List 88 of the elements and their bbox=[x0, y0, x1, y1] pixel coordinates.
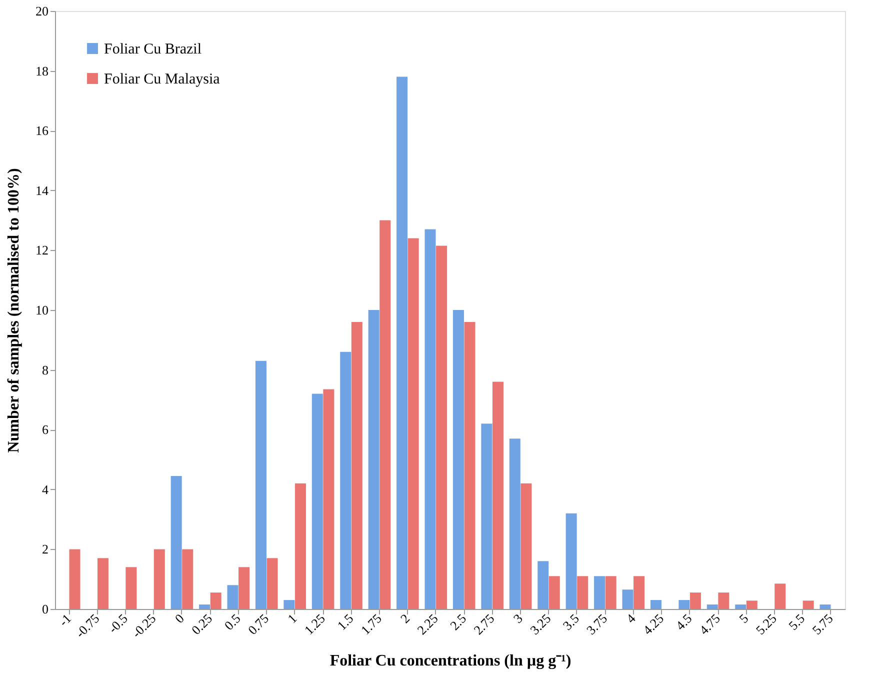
x-tick-label: 2 bbox=[397, 610, 413, 626]
x-tick-label: 4.5 bbox=[672, 610, 695, 633]
bar bbox=[436, 246, 448, 609]
x-tick-label: 1.25 bbox=[301, 610, 328, 638]
x-tick-label: 5.5 bbox=[786, 610, 808, 633]
bar bbox=[154, 549, 165, 609]
y-axis-title: Number of samples (normalised to 100%) bbox=[6, 168, 22, 453]
x-tick-label: 5 bbox=[736, 610, 752, 626]
bar bbox=[199, 604, 210, 609]
x-tick-label: 4.75 bbox=[696, 610, 723, 638]
bar bbox=[746, 600, 758, 609]
x-tick-label: 4 bbox=[623, 610, 639, 626]
bar bbox=[182, 549, 194, 609]
bar bbox=[594, 576, 606, 609]
legend-label: Foliar Cu Malaysia bbox=[104, 72, 220, 88]
y-tick-label: 20 bbox=[36, 4, 48, 18]
bar bbox=[650, 600, 662, 609]
bar bbox=[690, 592, 701, 609]
bar bbox=[577, 576, 588, 609]
bar bbox=[718, 592, 730, 609]
bar bbox=[622, 590, 634, 609]
x-tick-label: 2.5 bbox=[446, 610, 470, 633]
x-tick-label: 3.5 bbox=[560, 610, 582, 633]
bar bbox=[566, 513, 577, 609]
bar bbox=[492, 382, 504, 609]
bar bbox=[126, 567, 137, 609]
x-tick-label: -1 bbox=[56, 610, 74, 630]
bar bbox=[548, 576, 560, 609]
x-tick-label: 0 bbox=[172, 610, 187, 626]
x-tick-label: 3.25 bbox=[527, 610, 554, 638]
x-tick-label: 3 bbox=[510, 610, 526, 626]
bar bbox=[266, 558, 278, 609]
bar bbox=[323, 389, 334, 609]
y-tick-label: 6 bbox=[42, 422, 49, 438]
bar bbox=[424, 229, 436, 609]
bar bbox=[227, 585, 238, 609]
y-tick-label: 16 bbox=[36, 123, 49, 138]
bar bbox=[802, 600, 814, 609]
bar bbox=[481, 424, 492, 609]
y-tick-label: 8 bbox=[42, 362, 48, 378]
bar bbox=[351, 322, 362, 609]
bar bbox=[312, 394, 323, 609]
bar bbox=[97, 558, 108, 609]
bar bbox=[634, 576, 645, 609]
bar bbox=[735, 604, 746, 609]
bar bbox=[368, 310, 380, 609]
bar bbox=[452, 310, 464, 609]
bar bbox=[284, 600, 295, 609]
bar bbox=[774, 584, 786, 609]
x-tick-label: 1.75 bbox=[358, 610, 384, 638]
y-tick-label: 18 bbox=[36, 63, 48, 78]
bar bbox=[678, 600, 690, 609]
x-tick-label: 0.25 bbox=[188, 610, 216, 638]
y-tick-label: 4 bbox=[42, 482, 49, 497]
bar bbox=[340, 352, 352, 609]
y-tick-label: 12 bbox=[36, 242, 48, 258]
y-tick-label: 10 bbox=[36, 302, 48, 318]
bar bbox=[380, 220, 391, 609]
bar bbox=[538, 561, 549, 609]
bar bbox=[170, 476, 182, 609]
bar bbox=[238, 567, 250, 609]
bar bbox=[294, 483, 306, 609]
x-tick-label: 1 bbox=[284, 610, 300, 626]
x-tick-label: 5.75 bbox=[809, 610, 836, 638]
x-tick-label: -0.5 bbox=[105, 610, 130, 636]
bar bbox=[706, 604, 718, 609]
x-tick-label: 0.75 bbox=[244, 610, 272, 638]
x-axis-title: Foliar Cu concentrations (ln µg g⁻¹) bbox=[330, 652, 572, 670]
bar bbox=[520, 483, 532, 609]
legend-label: Foliar Cu Brazil bbox=[104, 42, 202, 58]
x-tick-label: 5.25 bbox=[752, 610, 780, 638]
bar bbox=[408, 238, 419, 609]
x-tick-label: 4.25 bbox=[640, 610, 667, 638]
bar bbox=[69, 549, 80, 609]
bar bbox=[210, 592, 222, 609]
x-tick-label: 2.75 bbox=[470, 610, 498, 638]
bar bbox=[255, 360, 266, 609]
x-tick-label: 2.25 bbox=[414, 610, 441, 638]
x-tick-label: 0.5 bbox=[221, 610, 244, 633]
x-tick-label: 1.5 bbox=[334, 610, 356, 633]
y-tick-label: 2 bbox=[42, 542, 48, 557]
bar bbox=[820, 604, 831, 609]
bar bbox=[605, 576, 616, 609]
x-tick-label: 3.75 bbox=[583, 610, 610, 638]
y-tick-label: 14 bbox=[36, 182, 49, 198]
bar bbox=[509, 438, 520, 609]
bar bbox=[464, 322, 476, 609]
bar bbox=[396, 76, 408, 609]
